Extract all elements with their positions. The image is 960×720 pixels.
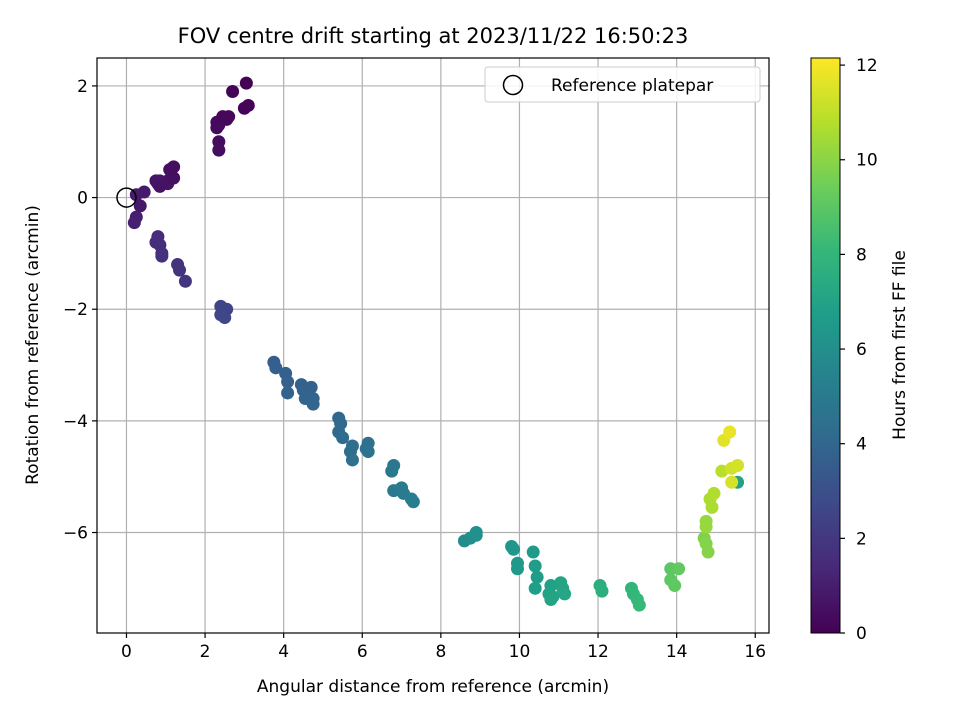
y-tick-label: −2 (63, 300, 88, 320)
legend: Reference platepar (484, 66, 761, 103)
data-point (239, 76, 253, 90)
x-tick-label: 6 (357, 642, 368, 662)
data-point (173, 263, 187, 277)
y-axis-ticks: −6 −4 −2 0 2 (63, 77, 97, 544)
reference-marker (116, 187, 137, 208)
x-tick-label: 4 (278, 642, 289, 662)
data-point (155, 249, 169, 263)
data-point (723, 425, 737, 439)
colorbar-tick-label: 8 (856, 245, 867, 265)
data-point (226, 84, 240, 98)
data-point (701, 545, 715, 559)
legend-box (484, 66, 761, 103)
x-tick-label: 0 (121, 642, 132, 662)
colorbar-tick-label: 6 (856, 340, 867, 360)
colorbar-tick-label: 4 (856, 435, 867, 455)
data-point (241, 98, 255, 112)
data-point (361, 445, 375, 459)
colorbar-ticks: 0 2 4 6 8 10 12 (840, 56, 878, 644)
legend-label: Reference platepar (551, 76, 713, 96)
y-tick-label: −6 (63, 524, 88, 544)
colorbar-tick-label: 10 (856, 151, 878, 171)
x-axis-ticks: 0 2 4 6 8 10 12 14 16 (121, 633, 766, 662)
data-point (705, 500, 719, 514)
data-point (336, 431, 350, 445)
data-point (526, 545, 540, 559)
data-point (725, 475, 739, 489)
data-point (715, 464, 729, 478)
data-point (528, 581, 542, 595)
data-point (595, 584, 609, 598)
data-point (306, 397, 320, 411)
data-point (212, 143, 226, 157)
data-point (558, 587, 572, 601)
chart-title: FOV centre drift starting at 2023/11/22 … (178, 24, 689, 48)
data-point (210, 121, 224, 135)
reference-point (116, 187, 137, 208)
data-point (510, 562, 524, 576)
x-tick-label: 16 (744, 642, 766, 662)
data-point (707, 486, 721, 500)
data-point (133, 199, 147, 213)
y-tick-label: −4 (63, 412, 88, 432)
y-tick-label: 2 (77, 77, 88, 97)
data-point (269, 361, 283, 375)
data-point (632, 598, 646, 612)
data-point (167, 171, 181, 185)
data-point (731, 459, 745, 473)
data-point (544, 593, 558, 607)
data-point (528, 559, 542, 573)
y-axis-label: Rotation from reference (arcmin) (23, 205, 43, 485)
legend-marker (502, 74, 524, 96)
x-axis-label: Angular distance from reference (arcmin) (257, 677, 609, 697)
data-point (385, 464, 399, 478)
data-point (178, 274, 192, 288)
plot-frame (96, 57, 770, 634)
data-point (214, 308, 228, 322)
colorbar-tick-label: 12 (856, 56, 878, 76)
x-tick-label: 2 (200, 642, 211, 662)
y-tick-label: 0 (77, 189, 88, 209)
data-point (167, 160, 181, 174)
data-point (406, 495, 420, 509)
colorbar (810, 57, 841, 634)
data-point (216, 110, 230, 124)
data-point (699, 520, 713, 534)
colorbar-tick-label: 0 (856, 624, 867, 644)
data-point (281, 386, 295, 400)
data-point (668, 579, 682, 593)
data-points (127, 76, 745, 612)
data-point (530, 570, 544, 584)
data-point (304, 380, 318, 394)
data-point (469, 528, 483, 542)
x-tick-label: 10 (509, 642, 531, 662)
colorbar-label: Hours from first FF file (890, 250, 910, 440)
data-point (281, 375, 295, 389)
x-tick-label: 12 (587, 642, 609, 662)
grid-lines (97, 58, 769, 633)
x-tick-label: 14 (666, 642, 688, 662)
colorbar-tick-label: 2 (856, 529, 867, 549)
data-point (672, 562, 686, 576)
x-tick-label: 8 (435, 642, 446, 662)
data-point (127, 216, 141, 230)
data-point (345, 453, 359, 467)
data-point (507, 542, 521, 556)
